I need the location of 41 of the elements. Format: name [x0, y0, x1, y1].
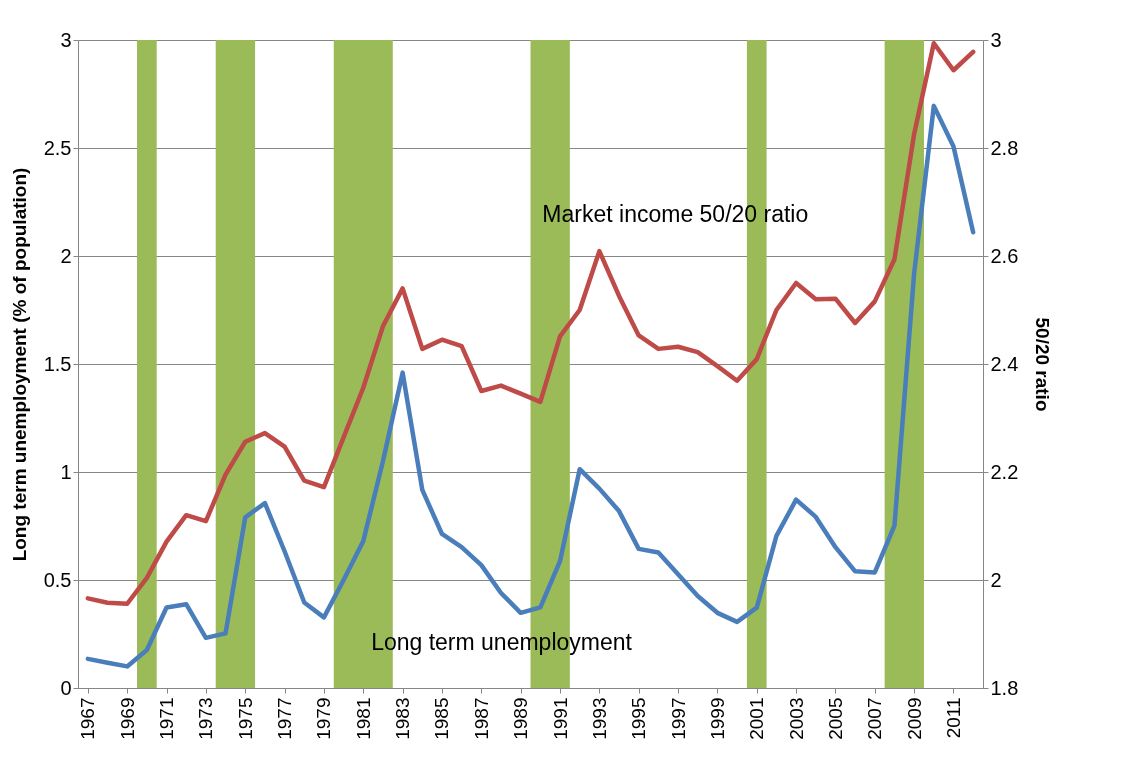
x-tick-label: 1983: [392, 697, 414, 740]
y-tick-label: 2.5: [43, 136, 72, 159]
y2-axis-title: 50/20 ratio: [1032, 317, 1054, 412]
line-series: [85, 103, 976, 669]
y2-tick-label: 2.6: [990, 244, 1019, 267]
y2-tick-label: 2.4: [990, 352, 1019, 375]
y-tick-label: 0.5: [43, 568, 72, 591]
y-tick-label: 1.5: [43, 352, 72, 375]
x-tick-label: 1981: [352, 697, 374, 740]
x-tick-label: 1967: [77, 697, 99, 740]
x-tick-label: 1969: [116, 697, 138, 740]
x-tick-label: 1991: [549, 697, 571, 740]
y-tick-label: 3: [60, 28, 72, 51]
x-tick-label: 2011: [942, 697, 964, 739]
x-tick-label: 1987: [470, 697, 492, 740]
y2-tick-label: 2.2: [990, 460, 1019, 483]
y-tick-label: 1: [60, 460, 72, 483]
x-tick-label: 1995: [628, 697, 650, 740]
y2-tick-label: 2.8: [990, 136, 1019, 159]
x-tick-label: 2001: [746, 697, 768, 740]
x-tick-label: 1973: [195, 697, 217, 740]
y2-tick-label: 3: [990, 28, 1002, 51]
x-tick-label: 1985: [431, 697, 453, 740]
x-tick-label: 2007: [864, 697, 886, 740]
x-tick-label: 2005: [824, 697, 846, 740]
y-axis-title: Long term unemployment (% of population): [8, 167, 30, 562]
line-series: [85, 40, 976, 607]
x-tick-label: 1975: [234, 697, 256, 740]
y2-tick-label: 2: [990, 568, 1002, 591]
x-tick-label: 2009: [903, 697, 925, 740]
x-tick-label: 1993: [588, 697, 610, 740]
x-tick-label: 1971: [156, 697, 178, 740]
x-tick-label: 2003: [785, 697, 807, 740]
y2-tick-label: 1.8: [990, 676, 1019, 699]
x-tick-label: 1977: [274, 697, 296, 740]
x-tick-label: 1989: [510, 697, 532, 740]
x-tick-label: 1999: [706, 697, 728, 740]
x-tick-label: 1997: [667, 697, 689, 740]
x-tick-label: 1979: [313, 697, 335, 740]
y-tick-label: 2: [60, 244, 72, 267]
y-tick-label: 0: [60, 676, 72, 699]
